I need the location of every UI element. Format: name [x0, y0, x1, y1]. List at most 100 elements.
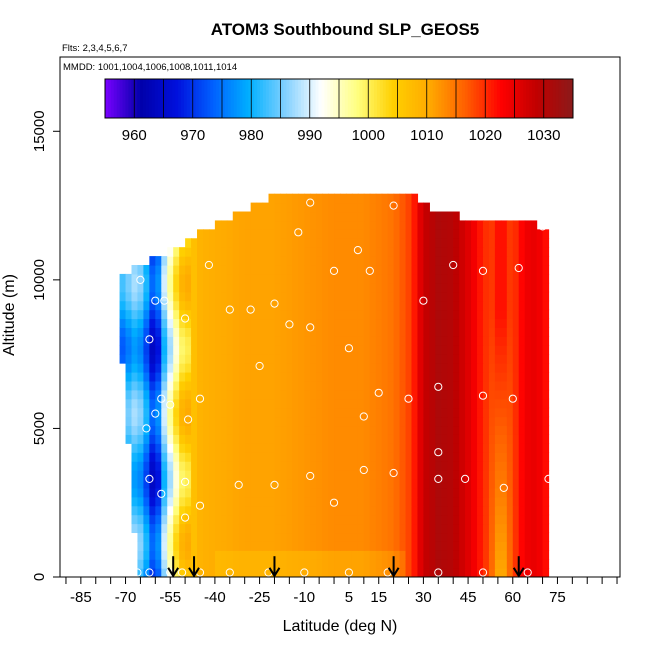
sample-point: [195, 501, 205, 510]
heatmap-cell: [542, 452, 550, 462]
heatmap-cell: [280, 265, 287, 275]
heatmap-cell: [244, 532, 252, 542]
heatmap-cell: [429, 354, 436, 364]
heatmap-cell: [411, 256, 419, 266]
heatmap-cell: [500, 523, 508, 534]
colorbar-segment: [450, 79, 454, 118]
heatmap-cell: [232, 300, 240, 311]
heatmap-cell: [459, 282, 466, 293]
heatmap-cell: [387, 336, 395, 346]
heatmap-cell: [411, 487, 419, 498]
heatmap-cell: [357, 568, 365, 577]
heatmap-cell: [351, 461, 359, 471]
heatmap-cell: [214, 238, 222, 248]
colorbar-segment: [175, 79, 179, 118]
heatmap-cell: [363, 273, 371, 284]
heatmap-cell: [286, 193, 293, 204]
heatmap-cell: [310, 461, 317, 471]
heatmap-cell: [518, 389, 526, 400]
heatmap-cell: [471, 389, 478, 400]
heatmap-cell: [334, 443, 341, 453]
heatmap-cell: [465, 265, 472, 275]
heatmap-cell: [477, 452, 484, 462]
heatmap-cell: [542, 300, 550, 311]
colorbar-segment: [564, 79, 568, 118]
heatmap-cell: [411, 532, 419, 542]
heatmap-cell: [447, 434, 454, 444]
heatmap-cell: [274, 282, 282, 293]
heatmap-cell: [286, 398, 293, 409]
colorbar-segment: [151, 79, 156, 118]
heatmap-cell: [512, 389, 520, 400]
heatmap-cell: [304, 523, 311, 534]
heatmap-cell: [435, 407, 442, 418]
heatmap-cell: [465, 238, 472, 248]
heatmap-cell: [322, 336, 329, 346]
heatmap-cell: [292, 282, 299, 293]
heatmap-cell: [125, 425, 133, 435]
sample-point: [157, 489, 166, 498]
heatmap-cell: [179, 256, 186, 266]
heatmap-cell: [268, 470, 276, 480]
heatmap-cell: [286, 550, 293, 560]
heatmap-cell: [173, 389, 180, 400]
heatmap-cell: [524, 407, 532, 418]
heatmap-cell: [369, 371, 377, 382]
heatmap-cell: [351, 532, 359, 542]
heatmap-cell: [292, 470, 299, 480]
heatmap-cell: [226, 425, 234, 435]
heatmap-cell: [286, 309, 293, 320]
heatmap-cell: [304, 238, 311, 248]
heatmap-cell: [417, 273, 425, 284]
heatmap-cell: [244, 398, 252, 409]
heatmap-cell: [500, 505, 508, 516]
heatmap-cell: [411, 514, 419, 525]
heatmap-cell: [494, 309, 502, 320]
heatmap-cell: [345, 461, 353, 471]
heatmap-cell: [381, 371, 389, 382]
heatmap-cell: [226, 220, 234, 230]
heatmap-cell: [167, 371, 174, 382]
heatmap-cell: [381, 434, 389, 444]
heatmap-cell: [244, 273, 252, 284]
heatmap-cell: [459, 541, 466, 551]
heatmap-cell: [226, 452, 234, 462]
heatmap-cell: [399, 193, 407, 204]
heatmap-cell: [262, 434, 270, 444]
heatmap-cell: [316, 407, 323, 418]
heatmap-cell: [441, 345, 448, 355]
heatmap-cell: [477, 532, 484, 542]
heatmap-cell: [506, 478, 514, 489]
heatmap-cell: [435, 434, 442, 444]
heatmap-cell: [357, 461, 365, 471]
heatmap-cell: [256, 416, 264, 427]
heatmap-cell: [208, 371, 216, 382]
colorbar-segment: [470, 79, 475, 118]
colorbar-tick-label: 1030: [527, 127, 560, 144]
heatmap-cell: [161, 523, 168, 534]
colorbar-segment: [219, 79, 223, 118]
heatmap-cell: [292, 193, 299, 204]
heatmap-cell: [202, 380, 210, 391]
flight-arrow-head: [387, 567, 400, 578]
heatmap-cell: [405, 550, 413, 560]
heatmap-cell: [369, 273, 377, 284]
heatmap-cell: [232, 211, 240, 222]
heatmap-cell: [512, 559, 520, 569]
heatmap-cell: [214, 389, 222, 400]
heatmap-cell: [417, 514, 425, 525]
heatmap-cell: [244, 407, 252, 418]
heatmap-cell: [375, 568, 383, 577]
heatmap-cell: [226, 532, 234, 542]
heatmap-cell: [155, 371, 162, 382]
heatmap-cell: [471, 478, 478, 489]
heatmap-cell: [417, 238, 425, 248]
heatmap-cell: [542, 434, 550, 444]
heatmap-cell: [322, 273, 329, 284]
heatmap-cell: [173, 256, 180, 266]
heatmap-cell: [381, 443, 389, 453]
heatmap-cell: [429, 220, 436, 230]
heatmap-cell: [328, 300, 335, 311]
heatmap-cell: [286, 202, 293, 213]
heatmap-cell: [488, 247, 496, 257]
